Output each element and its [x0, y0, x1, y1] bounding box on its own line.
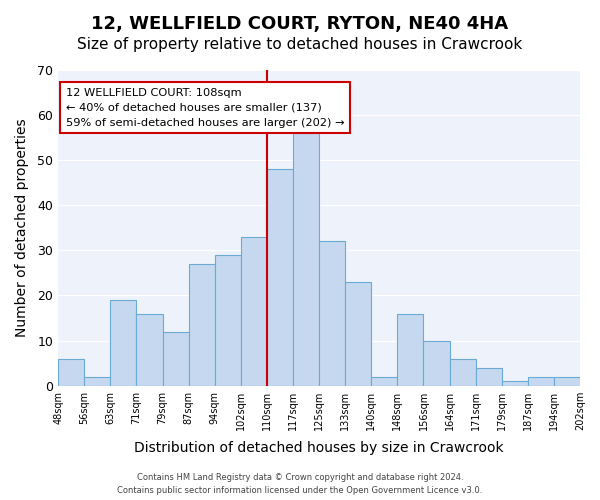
Bar	[267, 169, 293, 386]
Bar	[188, 264, 215, 386]
Bar	[241, 237, 267, 386]
Bar	[215, 255, 241, 386]
Bar	[554, 376, 580, 386]
Bar	[476, 368, 502, 386]
X-axis label: Distribution of detached houses by size in Crawcrook: Distribution of detached houses by size …	[134, 441, 504, 455]
Bar	[58, 358, 84, 386]
Bar	[371, 376, 397, 386]
Text: Size of property relative to detached houses in Crawcrook: Size of property relative to detached ho…	[77, 38, 523, 52]
Bar	[110, 300, 136, 386]
Bar	[502, 381, 528, 386]
Bar	[345, 282, 371, 386]
Bar	[136, 314, 163, 386]
Bar	[84, 376, 110, 386]
Bar	[397, 314, 424, 386]
Bar	[319, 242, 345, 386]
Text: 12, WELLFIELD COURT, RYTON, NE40 4HA: 12, WELLFIELD COURT, RYTON, NE40 4HA	[91, 15, 509, 33]
Text: Contains HM Land Registry data © Crown copyright and database right 2024.
Contai: Contains HM Land Registry data © Crown c…	[118, 474, 482, 495]
Bar	[528, 376, 554, 386]
Bar	[424, 340, 449, 386]
Y-axis label: Number of detached properties: Number of detached properties	[15, 118, 29, 337]
Bar	[163, 332, 188, 386]
Text: 12 WELLFIELD COURT: 108sqm
← 40% of detached houses are smaller (137)
59% of sem: 12 WELLFIELD COURT: 108sqm ← 40% of deta…	[66, 88, 344, 128]
Bar	[449, 358, 476, 386]
Bar	[293, 128, 319, 386]
